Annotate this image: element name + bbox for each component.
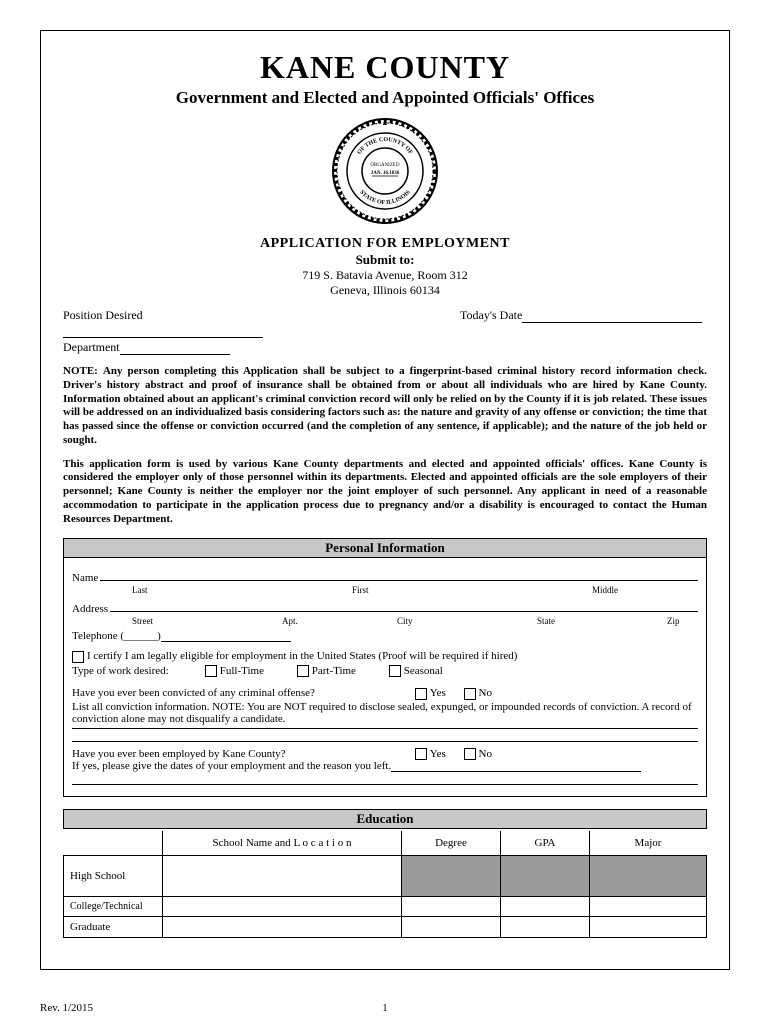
- svg-text:JAN. 16.1836: JAN. 16.1836: [371, 171, 400, 176]
- no-label-1: No: [479, 687, 492, 699]
- svg-text:ORGANIZED: ORGANIZED: [370, 163, 400, 168]
- hs-degree-cell: [402, 856, 501, 897]
- employed-no-checkbox[interactable]: [464, 748, 476, 760]
- seasonal-label: Seasonal: [404, 665, 443, 677]
- telephone-input[interactable]: [161, 641, 291, 642]
- employed-followup: If yes, please give the dates of your em…: [72, 760, 391, 772]
- convicted-yes-checkbox[interactable]: [415, 688, 427, 700]
- hs-major-cell: [590, 856, 707, 897]
- zip-label: Zip: [667, 616, 680, 626]
- note-1: NOTE: Any person completing this Applica…: [63, 365, 707, 448]
- name-label: Name: [72, 572, 100, 584]
- yes-label-1: Yes: [430, 687, 446, 699]
- grad-gpa-input[interactable]: [501, 917, 590, 938]
- address-line1: 719 S. Batavia Avenue, Room 312: [63, 268, 707, 283]
- city-label: City: [397, 616, 537, 626]
- col-gpa: GPA: [501, 831, 590, 856]
- col-major: Major: [590, 831, 707, 856]
- name-first-label: First: [352, 585, 592, 595]
- address-label: Address: [72, 603, 110, 615]
- college-school-input[interactable]: [163, 897, 402, 917]
- todays-date-input[interactable]: [522, 322, 702, 323]
- col-degree: Degree: [402, 831, 501, 856]
- yes-label-2: Yes: [430, 748, 446, 760]
- form-border: KANE COUNTY Government and Elected and A…: [40, 30, 730, 970]
- work-type-label: Type of work desired:: [72, 665, 202, 677]
- table-row: College/Technical: [64, 897, 707, 917]
- department-label: Department: [63, 340, 120, 354]
- name-last-label: Last: [132, 585, 352, 595]
- title-county: KANE COUNTY: [63, 49, 707, 86]
- apt-label: Apt.: [282, 616, 397, 626]
- parttime-checkbox[interactable]: [297, 665, 309, 677]
- address-line2: Geneva, Illinois 60134: [63, 283, 707, 298]
- todays-date-label: Today's Date: [460, 308, 522, 322]
- department-input[interactable]: [120, 354, 230, 355]
- convicted-question: Have you ever been convicted of any crim…: [72, 687, 412, 699]
- fulltime-checkbox[interactable]: [205, 665, 217, 677]
- row-graduate-label: Graduate: [64, 917, 163, 938]
- parttime-label: Part-Time: [312, 665, 356, 677]
- position-desired-label: Position Desired: [63, 308, 143, 322]
- certify-checkbox[interactable]: [72, 651, 84, 663]
- employed-followup-input[interactable]: [391, 771, 641, 772]
- footer-rev: Rev. 1/2015: [40, 1002, 93, 1014]
- certify-label: I certify I am legally eligible for empl…: [87, 650, 517, 662]
- table-row: High School: [64, 856, 707, 897]
- col-school: School Name and L o c a t i o n: [163, 831, 402, 856]
- row-college-label: College/Technical: [64, 897, 163, 917]
- grad-major-input[interactable]: [590, 917, 707, 938]
- college-major-input[interactable]: [590, 897, 707, 917]
- hs-gpa-cell: [501, 856, 590, 897]
- convicted-no-checkbox[interactable]: [464, 688, 476, 700]
- position-desired-input[interactable]: [63, 337, 263, 338]
- table-row: Graduate: [64, 917, 707, 938]
- education-header: Education: [63, 809, 707, 829]
- footer-page: 1: [382, 1002, 388, 1014]
- employed-yes-checkbox[interactable]: [415, 748, 427, 760]
- fulltime-label: Full-Time: [220, 665, 264, 677]
- education-table: School Name and L o c a t i o n Degree G…: [63, 831, 707, 938]
- personal-info-box: Name Last First Middle Address Street Ap…: [63, 558, 707, 797]
- hs-school-input[interactable]: [163, 856, 402, 897]
- employed-question: Have you ever been employed by Kane Coun…: [72, 748, 412, 760]
- submit-to-label: Submit to:: [63, 252, 707, 268]
- personal-info-header: Personal Information: [63, 538, 707, 558]
- row-highschool-label: High School: [64, 856, 163, 897]
- telephone-label: Telephone (______): [72, 630, 161, 642]
- seasonal-checkbox[interactable]: [389, 665, 401, 677]
- college-degree-input[interactable]: [402, 897, 501, 917]
- no-label-2: No: [479, 748, 492, 760]
- conviction-note: List all conviction information. NOTE: Y…: [72, 701, 698, 725]
- college-gpa-input[interactable]: [501, 897, 590, 917]
- grad-school-input[interactable]: [163, 917, 402, 938]
- note-2: This application form is used by various…: [63, 458, 707, 527]
- name-middle-label: Middle: [592, 585, 618, 595]
- subtitle: Government and Elected and Appointed Off…: [63, 88, 707, 108]
- application-title: APPLICATION FOR EMPLOYMENT: [63, 236, 707, 252]
- state-label: State: [537, 616, 667, 626]
- county-seal-icon: OF THE COUNTY OF STATE OF ILLINOIS ORGAN…: [330, 116, 440, 226]
- address-input[interactable]: [110, 599, 698, 612]
- grad-degree-input[interactable]: [402, 917, 501, 938]
- street-label: Street: [132, 616, 282, 626]
- name-input[interactable]: [100, 568, 698, 581]
